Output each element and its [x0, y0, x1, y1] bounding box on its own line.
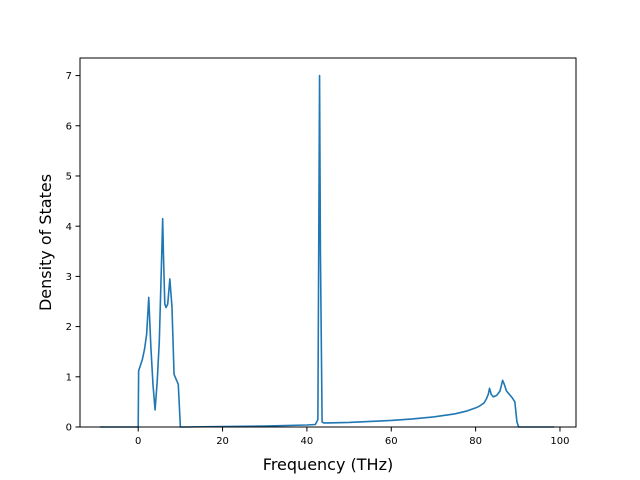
ticks-layer: 0 20 40 60 80 100 0 1 2 3 4 5 6 7	[66, 71, 570, 447]
x-tick-label: 80	[469, 436, 482, 447]
plot-area	[80, 58, 576, 427]
axes-frame	[79, 57, 577, 428]
x-tick-label: 0	[135, 436, 141, 447]
y-axis-label: Density of States	[36, 174, 55, 311]
y-tick-label: 2	[66, 322, 72, 333]
x-tick-label: 20	[216, 436, 229, 447]
x-tick-label: 100	[550, 436, 569, 447]
y-tick-label: 3	[66, 272, 72, 283]
y-tick-label: 6	[66, 121, 72, 132]
dos-series-line-0	[99, 74, 555, 428]
x-axis-label: Frequency (THz)	[263, 455, 393, 474]
y-tick-label: 7	[66, 71, 72, 82]
x-tick-label: 60	[385, 436, 398, 447]
y-tick-label: 5	[66, 172, 72, 183]
y-tick-label: 1	[66, 372, 72, 383]
x-tick-label: 40	[301, 436, 314, 447]
y-tick-label: 0	[66, 423, 72, 434]
series-layer	[99, 74, 555, 428]
y-tick-label: 4	[66, 222, 72, 233]
